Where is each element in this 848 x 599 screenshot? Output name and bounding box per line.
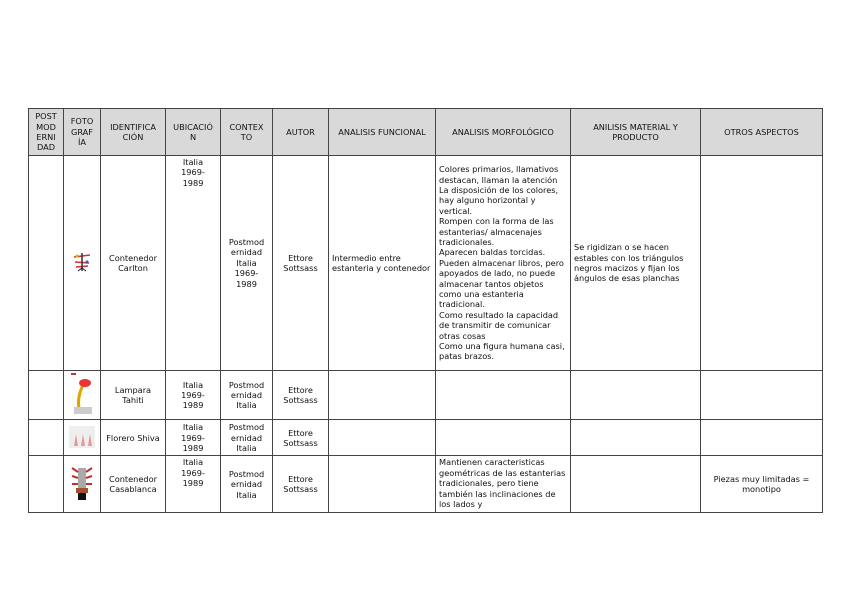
cell-postmodernidad — [28, 155, 64, 371]
cell-morfologico — [435, 369, 571, 421]
cell-autor: Ettore Sottsass — [272, 369, 329, 421]
cell-material — [570, 369, 701, 421]
analysis-table: POST MOD ERNI DAD FOTO GRAF ÍA IDENTIFIC… — [28, 108, 823, 514]
cell-contexto: Postmod ernidad Italia — [220, 455, 273, 514]
header-otros: OTROS ASPECTOS — [700, 108, 823, 156]
cell-contexto: Postmod ernidad Italia — [220, 369, 273, 421]
photo-contenedor-carlton — [73, 252, 91, 272]
photo-contenedor-casablanca — [71, 467, 93, 501]
cell-funcional — [328, 455, 436, 514]
cell-otros — [700, 419, 823, 457]
cell-foto — [63, 419, 101, 457]
cell-morfologico — [435, 419, 571, 457]
cell-ubicacion: Italia 1969- 1989 — [165, 155, 221, 371]
table-row: Florero Shiva Italia 1969- 1989 Postmod … — [28, 419, 823, 457]
table-row: Contenedor Casablanca Italia 1969- 1989 … — [28, 455, 823, 514]
cell-foto — [63, 369, 101, 421]
cell-morfologico: Mantienen caracteristicas geométricas de… — [435, 455, 571, 514]
cell-funcional: Intermedio entre estanteria y contenedor — [328, 155, 436, 371]
cell-autor: Ettore Sottsass — [272, 419, 329, 457]
header-ubicacion: UBICACIÓ N — [165, 108, 221, 156]
cell-identificacion: Florero Shiva — [100, 419, 166, 457]
cell-funcional — [328, 419, 436, 457]
header-fotografia: FOTO GRAF ÍA — [63, 108, 101, 156]
table-row: Lampara Tahiti Italia 1969- 1989 Postmod… — [28, 369, 823, 421]
cell-otros — [700, 155, 823, 371]
header-material: ANILISIS MATERIAL Y PRODUCTO — [570, 108, 701, 156]
cell-autor: Ettore Sottsass — [272, 455, 329, 514]
cell-morfologico: Colores primarios, llamativos destacan, … — [435, 155, 571, 371]
table-row: Contenedor Carlton Italia 1969- 1989 Pos… — [28, 155, 823, 371]
cell-postmodernidad — [28, 455, 64, 514]
cell-identificacion: Contenedor Casablanca — [100, 455, 166, 514]
cell-ubicacion: Italia 1969- 1989 — [165, 455, 221, 514]
header-row: POST MOD ERNI DAD FOTO GRAF ÍA IDENTIFIC… — [28, 108, 823, 156]
cell-identificacion: Contenedor Carlton — [100, 155, 166, 371]
cell-material — [570, 455, 701, 514]
header-postmodernidad: POST MOD ERNI DAD — [28, 108, 64, 156]
cell-ubicacion: Italia 1969- 1989 — [165, 419, 221, 457]
header-morfologico: ANALISIS MORFOLÓGICO — [435, 108, 571, 156]
cell-contexto: Postmod ernidad Italia — [220, 419, 273, 457]
cell-postmodernidad — [28, 419, 64, 457]
cell-contexto: Postmod ernidad Italia 1969- 1989 — [220, 155, 273, 371]
header-identificacion: IDENTIFICA CIÓN — [100, 108, 166, 156]
header-funcional: ANALISIS FUNCIONAL — [328, 108, 436, 156]
photo-florero-shiva — [69, 425, 95, 448]
cell-identificacion: Lampara Tahiti — [100, 369, 166, 421]
cell-otros — [700, 369, 823, 421]
cell-funcional — [328, 369, 436, 421]
cell-otros: Piezas muy limitadas = monotipo — [700, 455, 823, 514]
cell-material — [570, 419, 701, 457]
cell-foto — [63, 455, 101, 514]
header-contexto: CONTEX TO — [220, 108, 273, 156]
cell-ubicacion: Italia 1969- 1989 — [165, 369, 221, 421]
cell-autor: Ettore Sottsass — [272, 155, 329, 371]
photo-lampara-tahiti — [69, 371, 95, 417]
header-autor: AUTOR — [272, 108, 329, 156]
cell-foto — [63, 155, 101, 371]
cell-postmodernidad — [28, 369, 64, 421]
cell-material: Se rigidizan o se hacen estables con los… — [570, 155, 701, 371]
